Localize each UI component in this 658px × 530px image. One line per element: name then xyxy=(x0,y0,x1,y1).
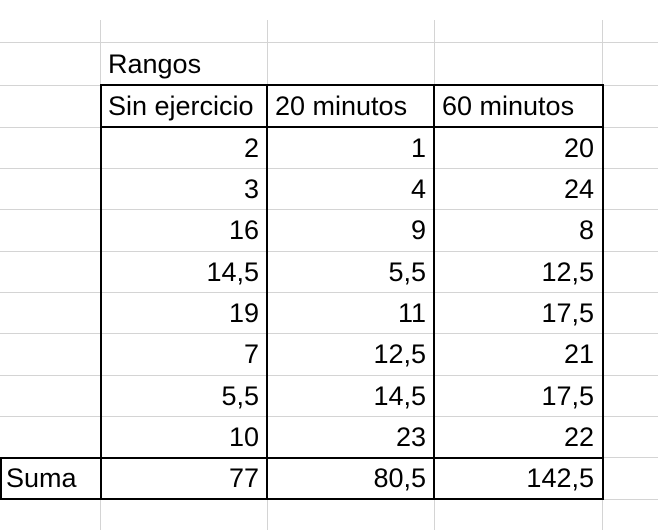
data-cell[interactable]: 17,5 xyxy=(541,298,594,328)
header-cell-sin-ejercicio[interactable]: Sin ejercicio xyxy=(108,91,254,121)
data-cell[interactable]: 23 xyxy=(395,422,426,452)
data-cell[interactable]: 20 xyxy=(563,133,594,163)
column-border xyxy=(433,84,435,459)
data-cell[interactable]: 9 xyxy=(410,215,426,245)
data-cell[interactable]: 12,5 xyxy=(373,339,426,369)
data-cell[interactable]: 17,5 xyxy=(541,381,594,411)
gridline-h xyxy=(0,209,658,210)
data-cell[interactable]: 5,5 xyxy=(388,257,426,287)
data-cell[interactable]: 12,5 xyxy=(541,257,594,287)
gridline-v xyxy=(602,20,603,530)
gridline-h xyxy=(0,168,658,169)
data-cell[interactable]: 14,5 xyxy=(373,381,426,411)
sum-cell[interactable]: 142,5 xyxy=(526,463,594,493)
data-cell[interactable]: 3 xyxy=(243,174,259,204)
data-cell[interactable]: 22 xyxy=(563,422,594,452)
data-cell[interactable]: 1 xyxy=(410,133,426,163)
sum-label-cell[interactable]: Suma xyxy=(6,463,77,493)
gridline-h xyxy=(0,333,658,334)
title-cell[interactable]: Rangos xyxy=(108,49,202,79)
sum-column-border xyxy=(100,457,102,500)
header-cell-60-minutos[interactable]: 60 minutos xyxy=(442,91,575,121)
data-cell[interactable]: 14,5 xyxy=(206,257,259,287)
header-cell-20-minutos[interactable]: 20 minutos xyxy=(275,91,408,121)
data-cell[interactable]: 21 xyxy=(563,339,594,369)
gridline-h xyxy=(0,375,658,376)
data-cell[interactable]: 4 xyxy=(410,174,426,204)
header-border xyxy=(100,126,604,128)
data-cell[interactable]: 24 xyxy=(563,174,594,204)
data-cell[interactable]: 8 xyxy=(578,215,594,245)
gridline-h xyxy=(0,42,658,43)
data-cell[interactable]: 19 xyxy=(228,298,259,328)
column-border xyxy=(266,84,268,459)
gridline-h xyxy=(0,292,658,293)
sum-cell[interactable]: 77 xyxy=(228,463,259,493)
gridline-h xyxy=(0,251,658,252)
data-cell[interactable]: 7 xyxy=(243,339,259,369)
sum-cell[interactable]: 80,5 xyxy=(373,463,426,493)
data-cell[interactable]: 10 xyxy=(228,422,259,452)
data-cell[interactable]: 5,5 xyxy=(221,381,259,411)
data-cell[interactable]: 11 xyxy=(397,298,426,328)
gridline-h xyxy=(0,499,658,500)
data-cell[interactable]: 2 xyxy=(243,133,259,163)
gridline-h xyxy=(0,416,658,417)
data-cell[interactable]: 16 xyxy=(228,215,259,245)
sum-column-border xyxy=(266,457,268,500)
sum-column-border xyxy=(433,457,435,500)
